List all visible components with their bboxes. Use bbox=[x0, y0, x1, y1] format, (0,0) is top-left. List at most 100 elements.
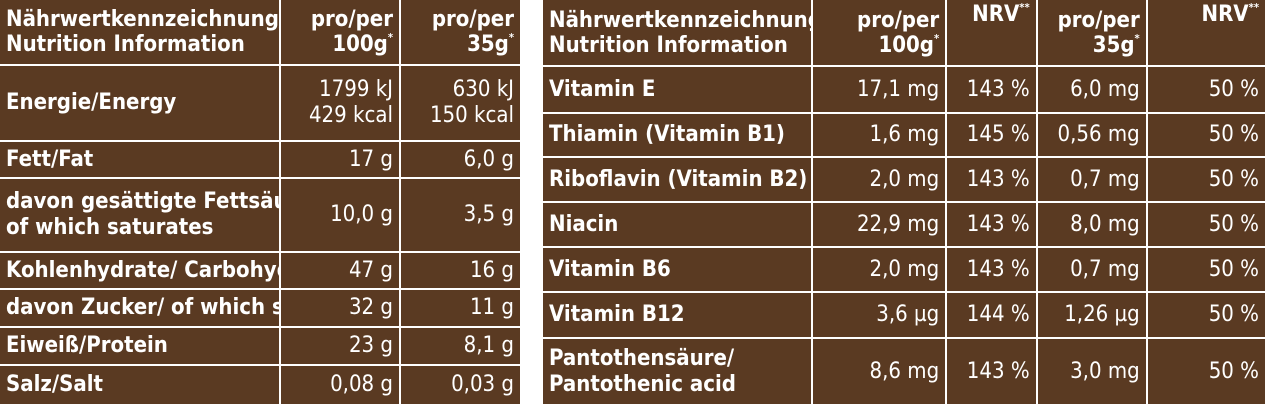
vitamin-table-right: Nährwertkennzeichnung/ Nutrition Informa… bbox=[543, 0, 1265, 404]
row-value-per-35g: 0,03 g bbox=[399, 363, 520, 404]
header-label-line2: Nutrition Information bbox=[549, 32, 788, 58]
header-per-35g-line2: 35g bbox=[1092, 32, 1135, 58]
footnote-marker: * bbox=[508, 30, 514, 44]
row-label: davon gesättigte Fettsäuren/ of which sa… bbox=[0, 176, 281, 254]
row-value-per-100g: 22,9 mg bbox=[811, 201, 948, 248]
header-label-line1: Nährwertkennzeichnung/ bbox=[549, 7, 813, 33]
row-label: Thiamin (Vitamin B1) bbox=[543, 112, 814, 158]
row-value-per-35g: 3,5 g bbox=[399, 176, 520, 254]
header-nrv-label: NRV bbox=[1201, 2, 1249, 27]
row-value-per-35g: 8,0 mg bbox=[1035, 201, 1148, 248]
table-row: Pantothensäure/ Pantothenic acid 8,6 mg … bbox=[543, 337, 1265, 404]
header-nrv-100g: NRV** bbox=[945, 0, 1038, 67]
row-value-per-100g: 17,1 mg bbox=[811, 65, 948, 114]
header-label: Nährwertkennzeichnung/ Nutrition Informa… bbox=[0, 0, 281, 66]
footnote-marker: * bbox=[1134, 31, 1140, 45]
row-value-per-35g: 16 g bbox=[399, 251, 520, 290]
row-nrv-per-35g: 50 % bbox=[1145, 291, 1265, 339]
header-per-35g-line1: pro/per bbox=[1057, 7, 1140, 33]
row-value-per-100g: 32 g bbox=[279, 287, 401, 329]
row-nrv-per-100g: 145 % bbox=[945, 112, 1038, 158]
footnote-marker: * bbox=[933, 31, 940, 45]
row-label-line1: davon gesättigte Fettsäuren/ bbox=[6, 189, 278, 215]
header-per-35g-line2: 35g bbox=[467, 31, 509, 57]
row-label: Pantothensäure/ Pantothenic acid bbox=[543, 337, 814, 404]
row-value-per-35g: 0,7 mg bbox=[1035, 246, 1148, 293]
row-value-per-35g: 3,0 mg bbox=[1035, 337, 1148, 404]
footnote-marker: ** bbox=[1248, 1, 1259, 14]
table-row: Kohlenhydrate/ Carbohydrate 47 g 16 g bbox=[0, 251, 520, 290]
row-nrv-per-100g: 143 % bbox=[945, 156, 1038, 203]
row-value-per-35g: 0,7 mg bbox=[1035, 156, 1148, 203]
vitamin-table: Nährwertkennzeichnung/ Nutrition Informa… bbox=[543, 0, 1265, 404]
table-row: Eiweiß/Protein 23 g 8,1 g bbox=[0, 326, 520, 366]
row-label: Vitamin E bbox=[543, 65, 814, 114]
header-per-100g: pro/per 100g* bbox=[279, 0, 401, 66]
row-nrv-per-35g: 50 % bbox=[1145, 201, 1265, 248]
value-line2: 429 kcal bbox=[308, 103, 393, 128]
row-label-line2: of which saturates bbox=[6, 215, 214, 241]
row-label-line1: Pantothensäure/ bbox=[549, 345, 735, 371]
row-nrv-per-35g: 50 % bbox=[1145, 65, 1265, 114]
header-per-100g-line2: 100g bbox=[878, 32, 934, 58]
row-nrv-per-100g: 143 % bbox=[945, 201, 1038, 248]
header-per-100g-line2: 100g bbox=[332, 31, 388, 57]
row-nrv-per-35g: 50 % bbox=[1145, 246, 1265, 293]
nutrition-table: Nährwertkennzeichnung/ Nutrition Informa… bbox=[0, 0, 520, 404]
table-row: Thiamin (Vitamin B1) 1,6 mg 145 % 0,56 m… bbox=[543, 112, 1265, 158]
table-row: Riboflavin (Vitamin B2) 2,0 mg 143 % 0,7… bbox=[543, 156, 1265, 203]
row-label: Niacin bbox=[543, 201, 814, 248]
row-value-per-100g: 3,6 µg bbox=[811, 291, 948, 339]
row-value-per-35g: 6,0 mg bbox=[1035, 65, 1148, 114]
header-label-line1: Nährwertkennzeichnung/ bbox=[6, 6, 280, 32]
row-value-per-35g: 1,26 µg bbox=[1035, 291, 1148, 339]
header-per-35g-line1: pro/per bbox=[431, 6, 514, 32]
row-nrv-per-100g: 144 % bbox=[945, 291, 1038, 339]
header-nrv-label: NRV bbox=[972, 2, 1020, 27]
row-label: Kohlenhydrate/ Carbohydrate bbox=[0, 251, 281, 290]
row-nrv-per-100g: 143 % bbox=[945, 246, 1038, 293]
table-row: Niacin 22,9 mg 143 % 8,0 mg 50 % bbox=[543, 201, 1265, 248]
row-value-per-35g: 11 g bbox=[399, 287, 520, 329]
table-row: Energie/Energy 1799 kJ 429 kcal 630 kJ 1… bbox=[0, 63, 520, 143]
table-row: Vitamin E 17,1 mg 143 % 6,0 mg 50 % bbox=[543, 65, 1265, 114]
row-label: davon Zucker/ of which sugars bbox=[0, 287, 281, 329]
value-line1: 630 kJ bbox=[452, 77, 514, 102]
table-row: Vitamin B6 2,0 mg 143 % 0,7 mg 50 % bbox=[543, 246, 1265, 293]
row-value-per-100g: 47 g bbox=[279, 251, 401, 290]
header-per-100g: pro/per 100g* bbox=[811, 0, 948, 67]
header-label: Nährwertkennzeichnung/ Nutrition Informa… bbox=[543, 0, 814, 67]
header-per-100g-line1: pro/per bbox=[310, 6, 393, 32]
table-row: Salz/Salt 0,08 g 0,03 g bbox=[0, 363, 520, 404]
row-value-per-35g: 8,1 g bbox=[399, 326, 520, 366]
nutrition-table-left: Nährwertkennzeichnung/ Nutrition Informa… bbox=[0, 0, 520, 404]
row-label: Energie/Energy bbox=[0, 63, 281, 143]
row-label: Vitamin B6 bbox=[543, 246, 814, 293]
row-nrv-per-100g: 143 % bbox=[945, 337, 1038, 404]
header-nrv-35g: NRV** bbox=[1145, 0, 1265, 67]
row-value-per-35g: 0,56 mg bbox=[1035, 112, 1148, 158]
row-value-per-100g: 2,0 mg bbox=[811, 156, 948, 203]
footnote-marker: ** bbox=[1019, 1, 1030, 14]
row-value-per-35g: 6,0 g bbox=[399, 140, 520, 179]
row-label: Salz/Salt bbox=[0, 363, 281, 404]
row-value-per-100g: 8,6 mg bbox=[811, 337, 948, 404]
row-value-per-100g: 2,0 mg bbox=[811, 246, 948, 293]
row-nrv-per-35g: 50 % bbox=[1145, 112, 1265, 158]
row-value-per-35g: 630 kJ 150 kcal bbox=[399, 63, 520, 143]
value-line1: 1799 kJ bbox=[319, 77, 393, 102]
value-line2: 150 kcal bbox=[429, 103, 514, 128]
row-nrv-per-35g: 50 % bbox=[1145, 337, 1265, 404]
row-value-per-100g: 23 g bbox=[279, 326, 401, 366]
row-label: Eiweiß/Protein bbox=[0, 326, 281, 366]
row-value-per-100g: 1,6 mg bbox=[811, 112, 948, 158]
row-label-line2: Pantothenic acid bbox=[549, 371, 736, 397]
header-label-line2: Nutrition Information bbox=[6, 31, 245, 57]
table-row: davon gesättigte Fettsäuren/ of which sa… bbox=[0, 176, 520, 254]
row-label: Riboflavin (Vitamin B2) bbox=[543, 156, 814, 203]
row-value-per-100g: 17 g bbox=[279, 140, 401, 179]
row-value-per-100g: 10,0 g bbox=[279, 176, 401, 254]
header-per-100g-line1: pro/per bbox=[857, 7, 940, 33]
row-nrv-per-35g: 50 % bbox=[1145, 156, 1265, 203]
row-value-per-100g: 0,08 g bbox=[279, 363, 401, 404]
